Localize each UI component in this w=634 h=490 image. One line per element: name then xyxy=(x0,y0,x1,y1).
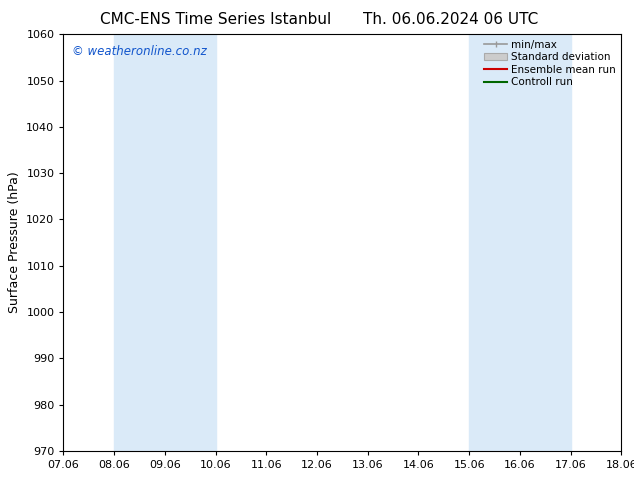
Y-axis label: Surface Pressure (hPa): Surface Pressure (hPa) xyxy=(8,172,21,314)
Text: Th. 06.06.2024 06 UTC: Th. 06.06.2024 06 UTC xyxy=(363,12,538,27)
Bar xyxy=(469,34,571,451)
Text: CMC-ENS Time Series Istanbul: CMC-ENS Time Series Istanbul xyxy=(100,12,331,27)
Legend: min/max, Standard deviation, Ensemble mean run, Controll run: min/max, Standard deviation, Ensemble me… xyxy=(482,37,618,89)
Text: © weatheronline.co.nz: © weatheronline.co.nz xyxy=(72,45,207,58)
Bar xyxy=(114,34,216,451)
